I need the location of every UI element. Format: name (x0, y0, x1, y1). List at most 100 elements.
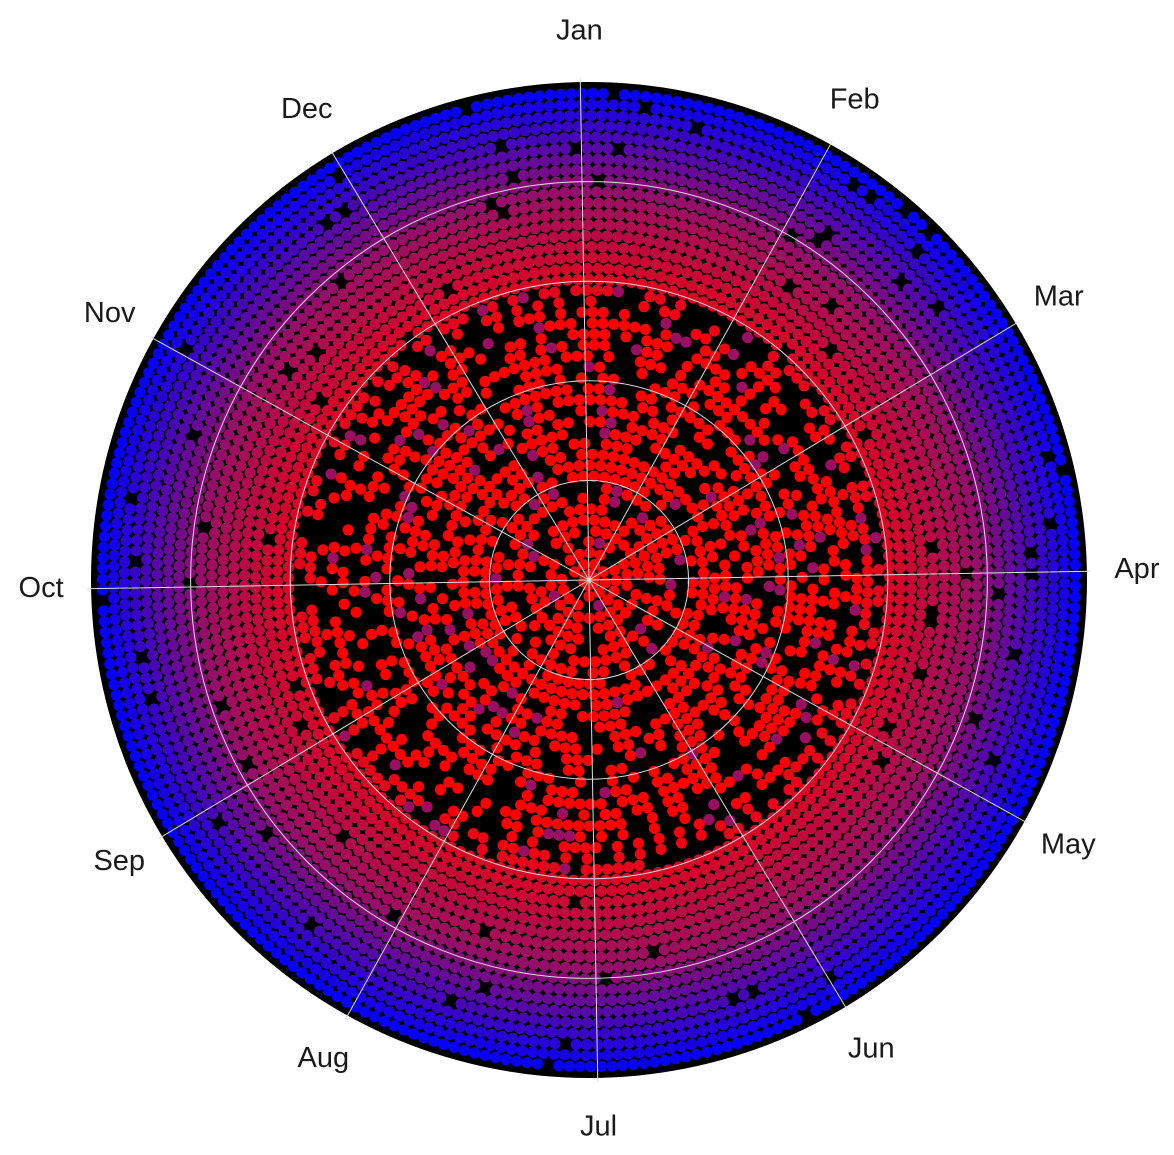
data-point (341, 804, 354, 816)
data-point (888, 372, 900, 384)
data-point (957, 850, 969, 862)
data-point (285, 481, 298, 493)
data-point (308, 863, 320, 876)
data-point (546, 501, 558, 513)
data-point (569, 131, 581, 144)
data-point (753, 861, 766, 873)
data-point (727, 485, 740, 497)
data-point (210, 634, 223, 646)
data-point (923, 891, 935, 903)
data-point (229, 540, 241, 552)
data-point (405, 829, 417, 842)
data-point (452, 536, 464, 548)
data-point (958, 474, 970, 486)
data-point (1016, 440, 1029, 452)
data-point (289, 471, 301, 483)
data-point (1011, 462, 1024, 475)
data-point (255, 437, 267, 449)
data-point (389, 759, 401, 771)
data-point (670, 117, 682, 130)
data-point (627, 993, 639, 1005)
data-point (676, 1007, 688, 1019)
data-point (663, 589, 676, 601)
data-point (477, 281, 489, 293)
data-point (417, 235, 429, 247)
data-point (695, 888, 708, 900)
data-point (610, 807, 622, 820)
data-point (953, 837, 965, 849)
data-point (206, 342, 218, 354)
data-point (441, 1005, 454, 1017)
data-point (439, 760, 451, 772)
data-point (333, 811, 345, 823)
data-point (750, 960, 763, 972)
data-point (770, 325, 782, 337)
data-point (436, 203, 448, 215)
data-point (686, 903, 698, 915)
data-point (987, 503, 999, 515)
data-point (260, 454, 272, 467)
data-point (773, 821, 785, 833)
data-point (221, 789, 233, 801)
data-point (132, 461, 144, 473)
data-point (888, 268, 900, 280)
data-point (686, 280, 698, 292)
data-point (526, 438, 538, 450)
data-point (583, 273, 595, 285)
data-point (562, 819, 574, 831)
data-point (670, 252, 682, 264)
data-point (403, 666, 415, 678)
data-point (611, 895, 624, 907)
data-point (865, 789, 878, 802)
data-point (324, 364, 336, 376)
data-point (163, 607, 176, 620)
data-point (795, 550, 807, 562)
data-point (491, 488, 503, 501)
data-point (837, 806, 849, 819)
data-point (634, 524, 646, 536)
data-point (449, 546, 461, 558)
data-point (602, 619, 615, 631)
data-point (494, 918, 506, 930)
data-point (766, 207, 778, 219)
data-point (235, 460, 247, 472)
data-point (232, 470, 244, 482)
data-point (662, 795, 674, 808)
data-point (730, 582, 742, 594)
data-point (528, 1035, 540, 1047)
data-point (968, 526, 980, 538)
data-point (766, 171, 778, 183)
data-point (639, 245, 651, 257)
data-point (651, 595, 663, 607)
data-point (296, 802, 309, 814)
data-point (168, 453, 181, 465)
data-point (632, 926, 644, 938)
data-point (714, 820, 727, 832)
data-point (651, 776, 664, 788)
data-point (552, 418, 564, 431)
data-point (885, 349, 898, 361)
data-point (327, 948, 339, 961)
data-point (367, 512, 380, 524)
data-point (195, 810, 208, 822)
data-point (529, 499, 541, 511)
data-point (792, 328, 804, 341)
data-point (973, 660, 985, 672)
data-point (539, 177, 551, 189)
data-point (527, 146, 540, 158)
data-point (292, 334, 304, 346)
data-point (535, 871, 548, 883)
data-point (485, 685, 498, 697)
data-point (1022, 460, 1034, 472)
data-point (752, 141, 764, 153)
data-point (350, 542, 362, 554)
data-point (552, 626, 564, 638)
data-point (925, 531, 937, 543)
data-point (771, 875, 783, 888)
data-point (336, 764, 348, 776)
data-point (646, 280, 658, 292)
data-point (140, 713, 152, 726)
data-point (145, 638, 157, 651)
data-point (304, 413, 316, 425)
data-point (454, 464, 466, 476)
